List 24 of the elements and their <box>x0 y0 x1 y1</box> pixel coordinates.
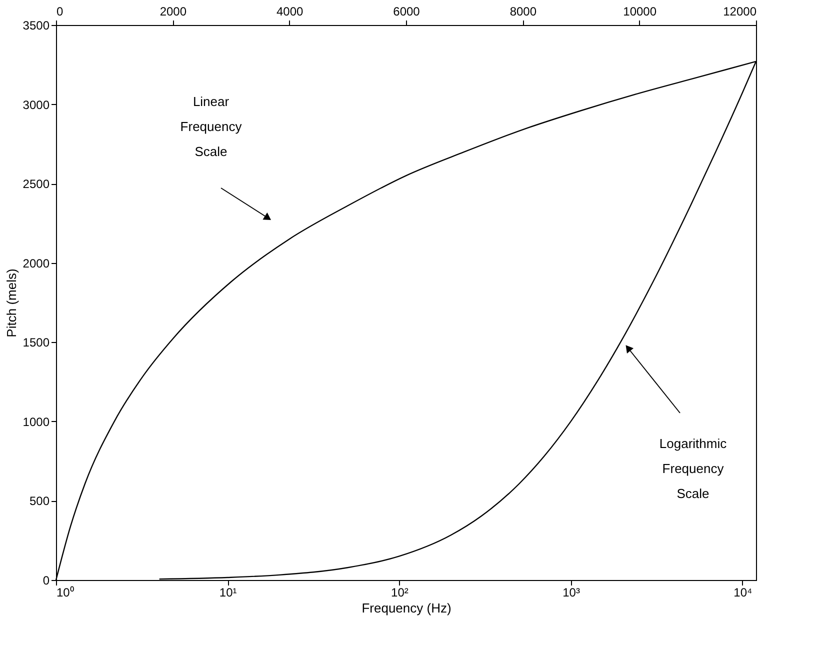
x2-tick-label: 6000 <box>393 4 420 18</box>
annotation: Linear Frequency Scale <box>180 94 242 159</box>
annotation: Logarithmic Frequency Scale <box>659 436 728 501</box>
y-tick-label: 0 <box>42 574 50 588</box>
x2-tick-label: 10000 <box>623 4 657 18</box>
x2-tick-label: 0 <box>56 4 64 18</box>
y-tick-label: 3000 <box>22 98 50 112</box>
y-tick-label: 3500 <box>22 18 50 32</box>
y-axis-title: Pitch (mels) <box>4 268 19 338</box>
x-tick-label: 10¹ <box>219 586 237 600</box>
y-tick-label: 2500 <box>22 177 50 192</box>
x-tick-label: 10⁴ <box>734 586 752 600</box>
y-tick-label: 500 <box>29 494 50 508</box>
x2-tick-label: 2000 <box>160 4 187 18</box>
x2-tick-label: 8000 <box>510 4 537 18</box>
y-tick-label: 1000 <box>22 414 50 429</box>
y-tick-label: 1500 <box>22 336 50 350</box>
x-tick-label: 10⁰ <box>56 586 74 600</box>
x2-tick-label: 12000 <box>723 4 757 18</box>
x-tick-label: 10³ <box>562 586 580 600</box>
x2-tick-label: 4000 <box>276 4 304 18</box>
y-tick-label: 2000 <box>22 256 50 270</box>
x-axis-title: Frequency (Hz) <box>362 600 452 616</box>
x-tick-label: 10² <box>391 586 408 600</box>
